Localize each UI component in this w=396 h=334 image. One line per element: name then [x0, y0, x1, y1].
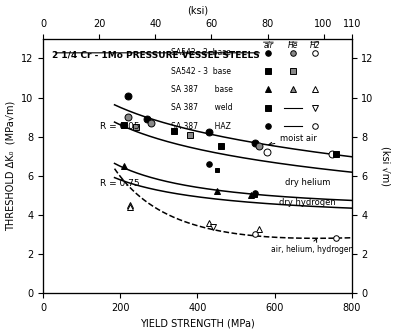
- Text: R = 0.05: R = 0.05: [100, 122, 140, 131]
- Text: SA 387       weld: SA 387 weld: [171, 103, 233, 112]
- Y-axis label: (ksi √m): (ksi √m): [381, 146, 390, 186]
- Text: SA 387       base: SA 387 base: [171, 85, 233, 94]
- X-axis label: (ksi): (ksi): [187, 6, 208, 16]
- Text: SA542 - 2  base: SA542 - 2 base: [171, 48, 231, 57]
- Text: air, helium, hydrogen: air, helium, hydrogen: [271, 239, 353, 254]
- Text: dry helium: dry helium: [286, 178, 331, 187]
- Text: SA542 - 3  base: SA542 - 3 base: [171, 67, 231, 75]
- Text: He: He: [288, 41, 298, 50]
- Text: air: air: [263, 41, 273, 50]
- Y-axis label: THRESHOLD ΔK₀  (MPa√m): THRESHOLD ΔK₀ (MPa√m): [6, 101, 15, 231]
- Text: H2: H2: [309, 41, 320, 50]
- Text: dry hydrogen: dry hydrogen: [279, 198, 336, 207]
- Text: R = 0.75: R = 0.75: [100, 179, 140, 188]
- Text: moist air: moist air: [269, 134, 317, 146]
- X-axis label: YIELD STRENGTH (MPa): YIELD STRENGTH (MPa): [140, 318, 255, 328]
- Text: 2 1/4 Cr - 1Mo PRESSURE VESSEL STEELS: 2 1/4 Cr - 1Mo PRESSURE VESSEL STEELS: [52, 50, 260, 59]
- Text: SA 387       HAZ: SA 387 HAZ: [171, 122, 231, 131]
